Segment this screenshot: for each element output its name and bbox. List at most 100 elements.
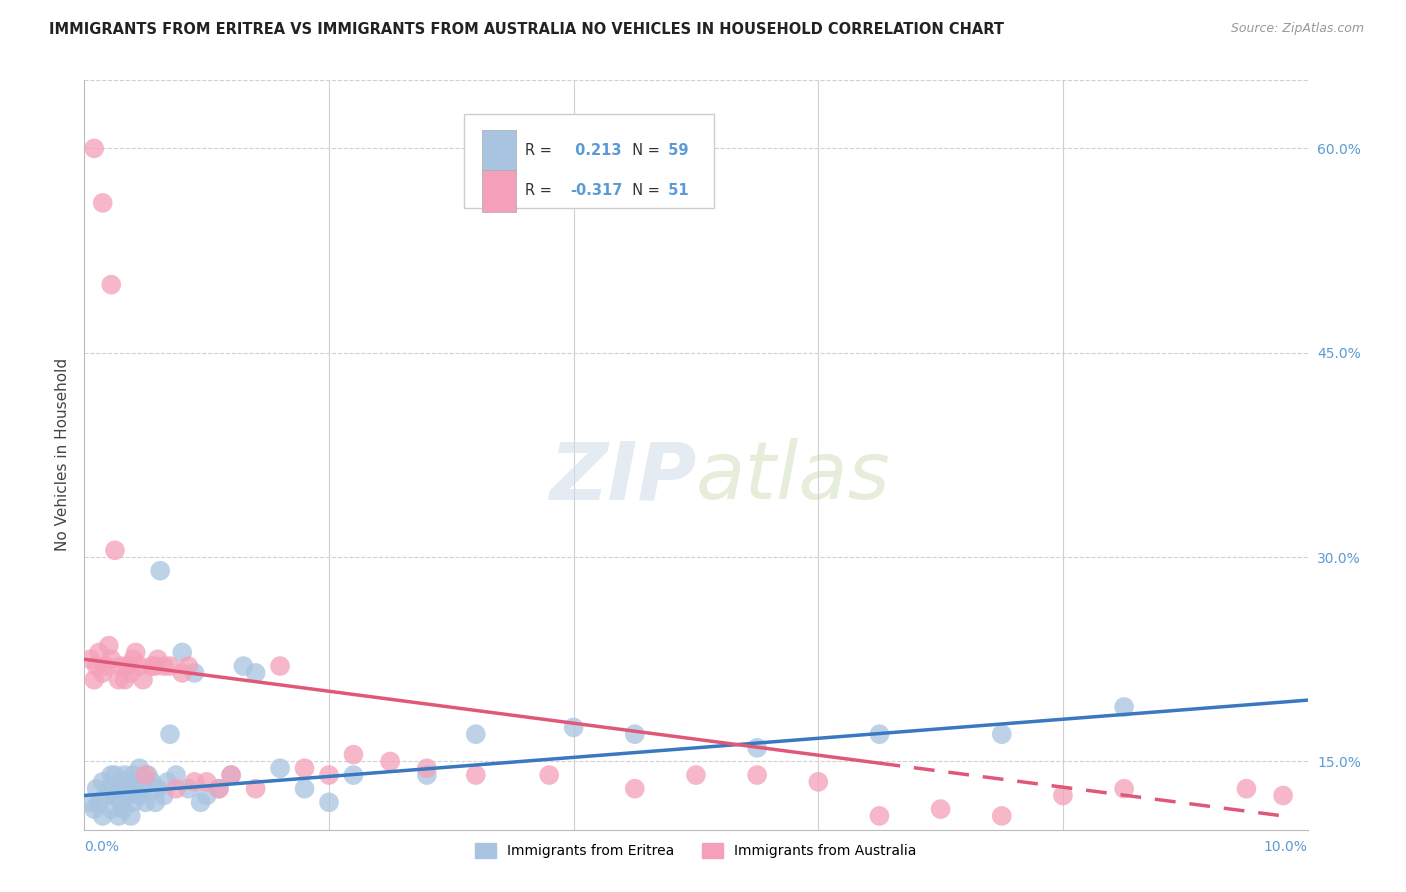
Point [747, 740, 769, 755]
Text: atlas: atlas [696, 438, 891, 516]
Point [112, 802, 135, 816]
Point [107, 781, 129, 796]
Point [132, 673, 155, 687]
Point [125, 781, 148, 796]
Text: IMMIGRANTS FROM ERITREA VS IMMIGRANTS FROM AUSTRALIA NO VEHICLES IN HOUSEHOLD CO: IMMIGRANTS FROM ERITREA VS IMMIGRANTS FR… [49, 22, 1004, 37]
Point [86, 659, 108, 673]
Point [122, 768, 145, 782]
Point [156, 775, 179, 789]
Point [120, 665, 142, 680]
Point [208, 781, 231, 796]
Text: N =: N = [623, 184, 659, 199]
Point [91, 195, 114, 210]
Point [294, 781, 316, 796]
Point [1114, 700, 1136, 714]
Point [991, 809, 1014, 823]
Text: 10.0%: 10.0% [1264, 840, 1308, 855]
Point [172, 665, 194, 680]
Point [104, 789, 127, 803]
Point [110, 795, 132, 809]
Point [149, 564, 172, 578]
Point [114, 768, 136, 782]
Point [165, 781, 187, 796]
Point [83, 141, 105, 155]
Point [177, 781, 200, 796]
Point [87, 795, 110, 809]
Point [96, 789, 118, 803]
Point [380, 755, 402, 769]
Text: -0.317: -0.317 [569, 184, 623, 199]
Point [342, 768, 364, 782]
Point [464, 727, 486, 741]
Text: R =: R = [524, 143, 557, 158]
Point [416, 768, 439, 782]
Point [107, 809, 129, 823]
Point [159, 727, 181, 741]
Point [232, 659, 254, 673]
Point [122, 795, 145, 809]
Point [208, 781, 231, 796]
Point [562, 720, 585, 734]
Point [177, 659, 200, 673]
Point [136, 768, 159, 782]
Point [1114, 781, 1136, 796]
Text: 59: 59 [664, 143, 689, 158]
Point [869, 809, 891, 823]
Text: 0.0%: 0.0% [84, 840, 120, 855]
Text: 51: 51 [664, 184, 689, 199]
Point [125, 645, 148, 659]
Point [143, 795, 166, 809]
Point [318, 795, 340, 809]
Point [107, 673, 129, 687]
Point [83, 802, 105, 816]
Point [464, 768, 486, 782]
Point [91, 665, 114, 680]
Point [991, 727, 1014, 741]
Point [172, 645, 194, 659]
Point [195, 775, 218, 789]
Point [869, 727, 891, 741]
Point [416, 761, 439, 775]
Point [79, 795, 101, 809]
Point [86, 781, 108, 796]
Point [115, 659, 138, 673]
Point [747, 768, 769, 782]
Text: N =: N = [623, 143, 659, 158]
Text: R =: R = [524, 184, 557, 199]
Text: 0.213: 0.213 [569, 143, 621, 158]
Point [219, 768, 242, 782]
Text: Source: ZipAtlas.com: Source: ZipAtlas.com [1230, 22, 1364, 36]
Point [190, 795, 212, 809]
Point [245, 781, 267, 796]
Point [219, 768, 242, 782]
Point [685, 768, 707, 782]
Point [538, 768, 561, 782]
Point [100, 768, 122, 782]
Point [91, 809, 114, 823]
Text: ZIP: ZIP [548, 438, 696, 516]
Point [100, 277, 122, 292]
Point [318, 768, 340, 782]
Point [104, 543, 127, 558]
Point [1236, 781, 1258, 796]
Point [110, 775, 132, 789]
Point [122, 652, 145, 666]
Point [128, 761, 150, 775]
Point [624, 727, 647, 741]
Point [1272, 789, 1295, 803]
Point [83, 673, 105, 687]
Point [269, 659, 291, 673]
Point [120, 809, 142, 823]
Point [165, 768, 187, 782]
Point [143, 659, 166, 673]
Point [100, 652, 122, 666]
Point [128, 659, 150, 673]
Point [807, 775, 830, 789]
Point [135, 768, 157, 782]
Point [115, 781, 138, 796]
Point [929, 802, 952, 816]
Point [146, 781, 169, 796]
FancyBboxPatch shape [482, 130, 516, 171]
Point [245, 665, 267, 680]
Point [153, 789, 176, 803]
